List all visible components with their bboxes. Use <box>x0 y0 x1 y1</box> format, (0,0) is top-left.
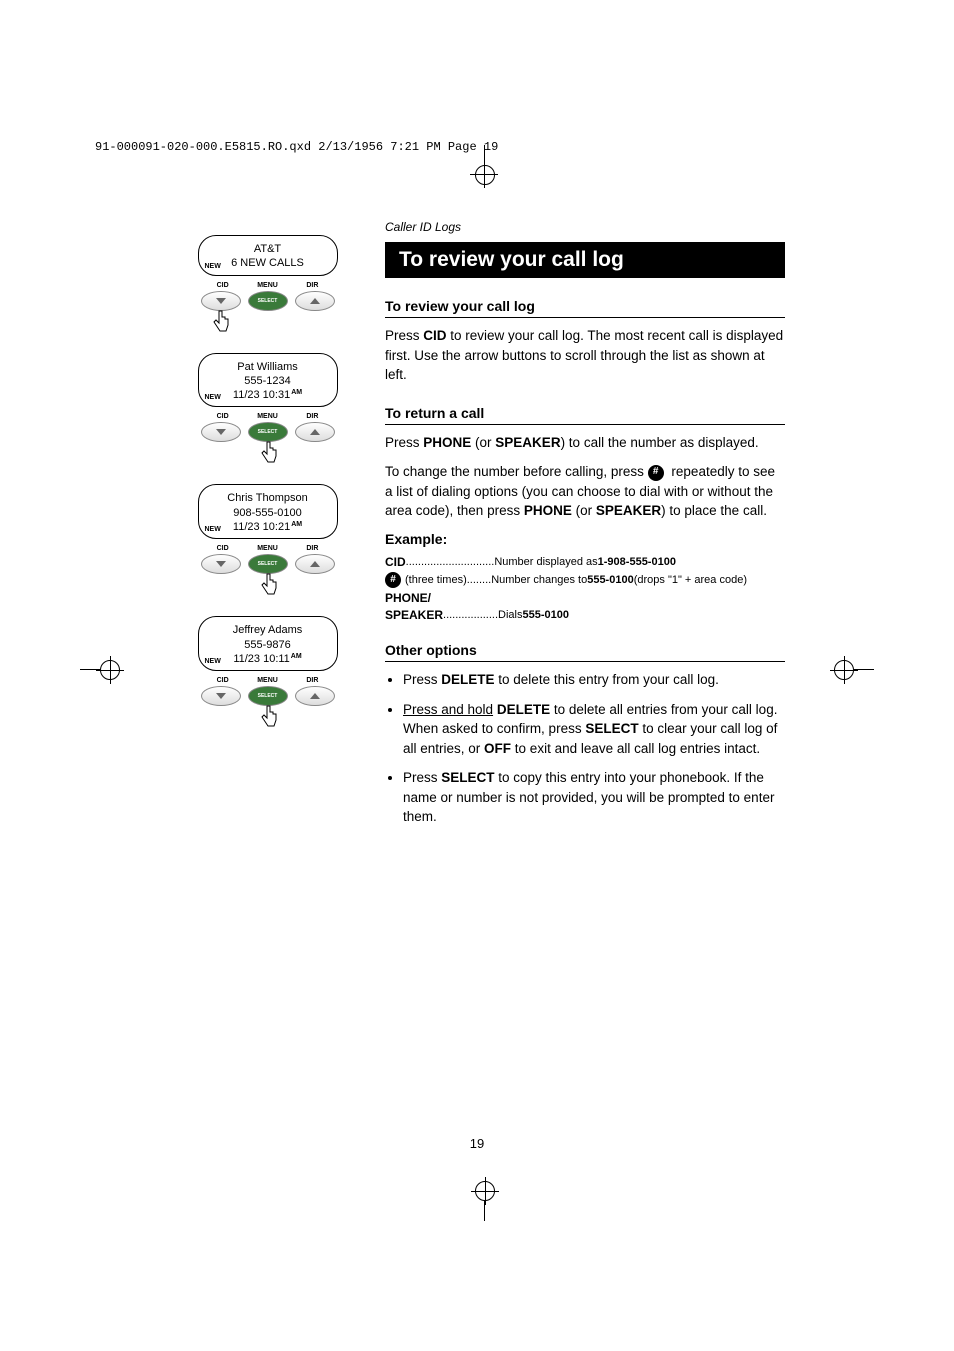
button-labels: CID MENU DIR <box>201 282 335 289</box>
screen-line2: 555-9876 <box>203 638 333 652</box>
screen-line3: 11/23 10:31AM <box>203 388 333 402</box>
menu-label: MENU <box>245 282 289 289</box>
dir-button[interactable] <box>295 291 335 311</box>
dir-button[interactable] <box>295 554 335 574</box>
heading-return: To return a call <box>385 405 785 425</box>
button-labels: CID MENU DIR <box>201 677 335 684</box>
sidebar-illustrations: AT&T 6 NEW CALLSNEW CID MENU DIR SELECT … <box>190 235 345 748</box>
dir-label: DIR <box>290 413 334 420</box>
phone-screen-3: Jeffrey Adams 555-987611/23 10:11AMNEW <box>198 616 338 671</box>
hash-icon: # <box>385 572 401 588</box>
pointer-hand-icon <box>208 309 232 339</box>
button-labels: CID MENU DIR <box>201 413 335 420</box>
dir-button[interactable] <box>295 686 335 706</box>
new-badge: NEW <box>205 657 221 666</box>
button-labels: CID MENU DIR <box>201 545 335 552</box>
screen-line2: 6 NEW CALLS <box>203 256 333 270</box>
option-item-1: Press and hold DELETE to delete all entr… <box>403 700 785 759</box>
cid-button[interactable] <box>201 422 241 442</box>
crop-mark-right <box>834 650 874 690</box>
new-badge: NEW <box>205 262 221 271</box>
option-item-2: Press SELECT to copy this entry into you… <box>403 768 785 827</box>
main-content: Caller ID Logs To review your call log T… <box>385 220 785 837</box>
screen-line3: 11/23 10:21AM <box>203 520 333 534</box>
screen-line2: 908-555-0100 <box>203 506 333 520</box>
example-line-2: # (three times) ........Number changes t… <box>385 572 785 588</box>
example-line-4: SPEAKER ..................Dials 555-0100 <box>385 608 785 622</box>
dir-label: DIR <box>290 545 334 552</box>
select-button[interactable]: SELECT <box>248 686 288 706</box>
phone-screen-1: Pat Williams 555-123411/23 10:31AMNEW <box>198 353 338 408</box>
cid-button[interactable] <box>201 686 241 706</box>
select-button[interactable]: SELECT <box>248 291 288 311</box>
example-line-1: CID.............................Number d… <box>385 555 785 569</box>
button-row: SELECT <box>201 422 335 442</box>
body-review: Press CID to review your call log. The m… <box>385 326 785 385</box>
cid-button[interactable] <box>201 554 241 574</box>
button-row: SELECT <box>201 686 335 706</box>
option-item-0: Press DELETE to delete this entry from y… <box>403 670 785 690</box>
pointer-hand-icon <box>256 704 280 734</box>
phone-screen-0: AT&T 6 NEW CALLSNEW <box>198 235 338 276</box>
cid-button[interactable] <box>201 291 241 311</box>
select-button[interactable]: SELECT <box>248 422 288 442</box>
select-button[interactable]: SELECT <box>248 554 288 574</box>
phone-screen-2: Chris Thompson 908-555-010011/23 10:21AM… <box>198 484 338 539</box>
other-options-list: Press DELETE to delete this entry from y… <box>385 670 785 827</box>
cid-label: CID <box>201 282 245 289</box>
page-number: 19 <box>0 1136 954 1151</box>
hash-icon: # <box>648 465 664 481</box>
menu-label: MENU <box>245 677 289 684</box>
example-line-3: PHONE/ <box>385 591 785 605</box>
screen-line1: AT&T <box>203 242 333 256</box>
new-badge: NEW <box>205 525 221 534</box>
dir-label: DIR <box>290 677 334 684</box>
example-label: Example: <box>385 531 785 547</box>
heading-other: Other options <box>385 642 785 662</box>
cid-label: CID <box>201 677 245 684</box>
pointer-hand-icon <box>256 572 280 602</box>
crop-mark-top <box>475 145 495 185</box>
print-header: 91-000091-020-000.E5815.RO.qxd 2/13/1956… <box>95 140 498 154</box>
pointer-hand-icon <box>256 440 280 470</box>
screen-line1: Chris Thompson <box>203 491 333 505</box>
button-row: SELECT <box>201 554 335 574</box>
cid-label: CID <box>201 545 245 552</box>
button-row: SELECT <box>201 291 335 311</box>
dir-label: DIR <box>290 282 334 289</box>
crop-mark-left <box>80 650 120 690</box>
screen-line3: 11/23 10:11AM <box>203 652 333 666</box>
cid-label: CID <box>201 413 245 420</box>
breadcrumb: Caller ID Logs <box>385 220 785 234</box>
screen-line1: Jeffrey Adams <box>203 623 333 637</box>
new-badge: NEW <box>205 393 221 402</box>
heading-review: To review your call log <box>385 298 785 318</box>
crop-mark-bottom <box>475 1181 495 1221</box>
screen-line1: Pat Williams <box>203 360 333 374</box>
dir-button[interactable] <box>295 422 335 442</box>
screen-line2: 555-1234 <box>203 374 333 388</box>
body-return-2: To change the number before calling, pre… <box>385 462 785 521</box>
menu-label: MENU <box>245 545 289 552</box>
page-title: To review your call log <box>385 242 785 278</box>
body-return-1: Press PHONE (or SPEAKER) to call the num… <box>385 433 785 453</box>
menu-label: MENU <box>245 413 289 420</box>
